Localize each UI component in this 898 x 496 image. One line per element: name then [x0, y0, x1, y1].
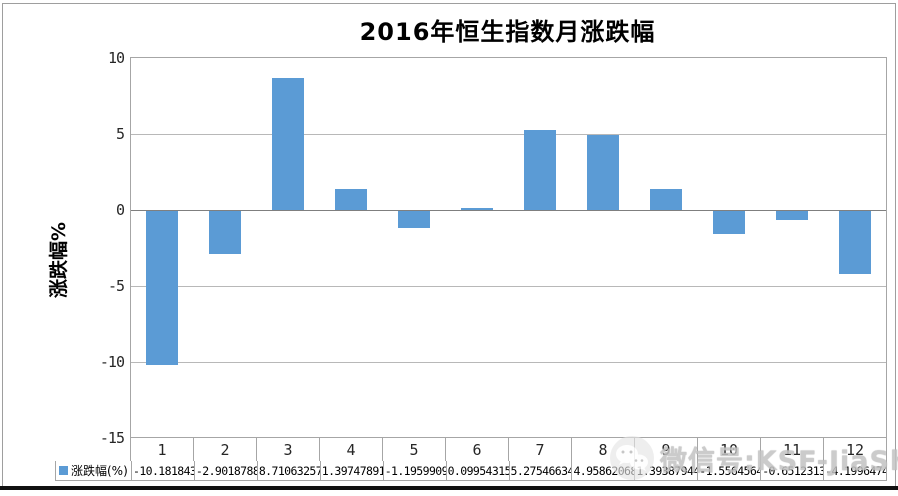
bar-month-6 [461, 208, 494, 210]
table-value-month-12: -4.19964747 [823, 461, 886, 480]
x-axis-label: 11 [760, 438, 823, 461]
table-value-month-1: -10.1818432 [131, 461, 194, 480]
x-axis-label: 10 [697, 438, 760, 461]
bar-month-5 [398, 210, 431, 229]
legend-cell: 涨跌幅(%) [56, 461, 131, 480]
gridline [131, 286, 886, 287]
chart-title: 2016年恒生指数月涨跌幅 [359, 18, 656, 46]
x-axis-label: 12 [823, 438, 886, 461]
table-value-month-10: -1.55645644 [697, 461, 760, 480]
table-value-month-3: 8.71063257 [256, 461, 320, 480]
bar-month-7 [523, 129, 556, 210]
y-tick-label: -15 [99, 429, 125, 447]
y-axis-title: 涨跌幅% [48, 221, 70, 299]
bar-month-1 [146, 210, 179, 365]
x-axis-label: 8 [571, 438, 634, 461]
y-tick-label: -5 [107, 277, 125, 295]
bar-month-12 [838, 210, 871, 274]
data-table-row: 涨跌幅(%) -10.1818432-2.901878888.710632571… [55, 461, 887, 481]
plot-area [130, 57, 887, 439]
table-value-month-9: 1.39387944 [634, 461, 697, 480]
legend-swatch-icon [59, 466, 68, 475]
y-tick-label: 0 [115, 201, 125, 219]
x-axis-label: 5 [382, 438, 445, 461]
table-value-month-6: 0.09954315 [445, 461, 509, 480]
table-value-month-7: 5.27546634 [508, 461, 571, 480]
zero-gridline [131, 210, 886, 211]
x-axis-label: 7 [508, 438, 571, 461]
bar-month-10 [712, 210, 745, 234]
gridline [131, 362, 886, 363]
bar-month-8 [586, 134, 619, 210]
x-axis-label: 3 [256, 438, 319, 461]
table-value-month-5: -1.1959909 [382, 461, 446, 480]
x-axis-label: 2 [193, 438, 256, 461]
table-value-month-2: -2.90187888 [193, 461, 257, 480]
gridline [131, 134, 886, 135]
bar-month-4 [335, 188, 368, 210]
x-axis-label: 6 [445, 438, 508, 461]
table-value-month-11: -0.65123134 [760, 461, 823, 480]
table-value-month-4: 1.39747891 [319, 461, 383, 480]
y-tick-label: -10 [99, 353, 125, 371]
y-tick-label: 5 [115, 125, 125, 143]
bar-month-3 [272, 77, 305, 210]
x-axis-label: 4 [319, 438, 382, 461]
y-tick-label: 10 [107, 49, 125, 67]
x-axis-label-row: 1 2 3 4 5 6 7 8 9 10 11 12 [130, 437, 887, 462]
table-value-month-8: 4.95862068 [571, 461, 634, 480]
bar-month-9 [649, 188, 682, 210]
legend-label: 涨跌幅(%) [71, 464, 128, 478]
x-axis-label: 9 [634, 438, 697, 461]
x-axis-label: 1 [157, 440, 167, 459]
bar-month-11 [775, 210, 808, 220]
bottom-edge-bar [0, 486, 898, 490]
bar-month-2 [209, 210, 242, 255]
